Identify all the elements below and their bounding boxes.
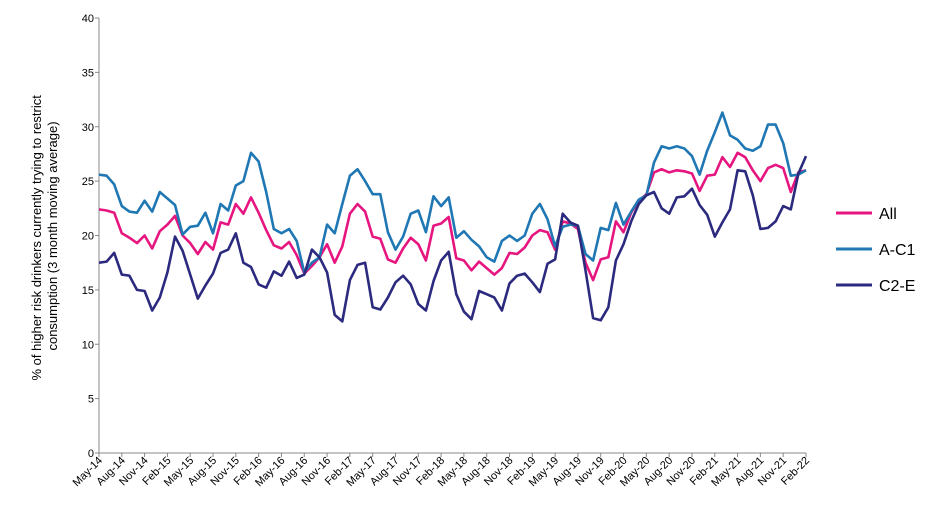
y-axis-title-line-2: consumption (3 month moving average) [45, 121, 60, 350]
x-axis-ticks: May-14Aug-14Nov-14Feb-15May-15Aug-15Nov-… [71, 453, 812, 489]
legend-label-a-c1: A-C1 [879, 242, 916, 259]
series-line-a-c1 [98, 111, 807, 274]
y-tick-label: 0 [88, 448, 94, 460]
y-tick-label: 20 [82, 231, 94, 243]
y-tick-label: 30 [82, 122, 94, 134]
legend-item-all: All [836, 206, 897, 223]
series-lines [98, 111, 808, 323]
y-tick-label: 5 [88, 394, 94, 406]
legend-item-c2-e: C2-E [836, 278, 915, 295]
y-tick-label: 40 [82, 13, 94, 25]
y-tick-label: 35 [82, 67, 94, 79]
series-line-c2-e [98, 155, 808, 323]
series-line-all [98, 151, 807, 282]
y-tick-label: 15 [82, 285, 94, 297]
y-axis-title: % of higher risk drinkers currently tryi… [29, 92, 60, 381]
legend-item-a-c1: A-C1 [836, 242, 916, 259]
legend-label-all: All [879, 206, 897, 223]
y-axis-ticks: 0 5 10 15 20 25 30 35 40 [82, 13, 99, 460]
legend-label-c2-e: C2-E [879, 278, 915, 295]
y-tick-label: 25 [82, 176, 94, 188]
chart-legend: All A-C1 C2-E [836, 206, 916, 295]
y-tick-label: 10 [82, 339, 94, 351]
y-axis-title-line-1: % of higher risk drinkers currently tryi… [29, 95, 44, 381]
